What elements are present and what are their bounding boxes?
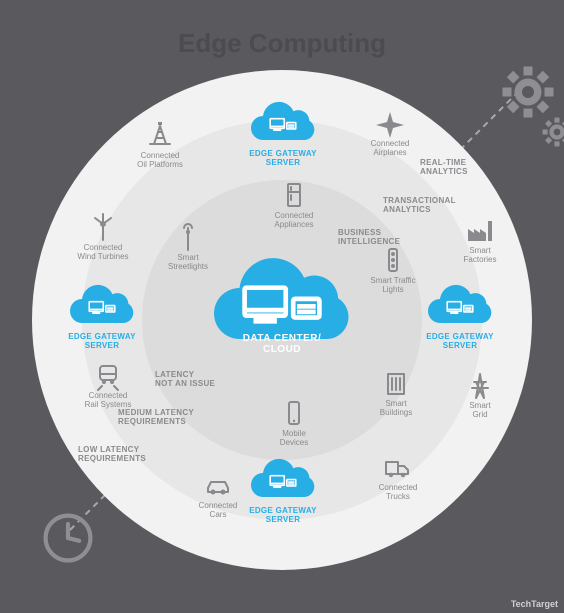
device-factories: Smart Factories	[452, 215, 508, 265]
device-label: Connected Rail Systems	[80, 392, 136, 410]
device-streetlights: Smart Streetlights	[160, 222, 216, 272]
rig-icon	[132, 120, 188, 152]
factory-icon	[452, 215, 508, 247]
device-oil-platform: Connected Oil Platforms	[132, 120, 188, 170]
pylon-icon	[452, 370, 508, 402]
wind-icon	[75, 212, 131, 244]
annotation-latency-low: LOW LATENCY REQUIREMENTS	[78, 445, 146, 463]
truck-icon	[370, 452, 426, 484]
device-wind: Connected Wind Turbines	[75, 212, 131, 262]
device-label: Smart Factories	[452, 247, 508, 265]
gear-icon	[498, 62, 558, 122]
rail-icon	[80, 360, 136, 392]
device-label: Smart Buildings	[368, 400, 424, 418]
device-trucks: Connected Trucks	[370, 452, 426, 502]
edge-gateway: EDGE GATEWAY SERVER	[62, 278, 142, 350]
device-label: Connected Appliances	[266, 212, 322, 230]
edge-gateway-label: EDGE GATEWAY SERVER	[243, 506, 323, 524]
device-buildings: Smart Buildings	[368, 368, 424, 418]
device-airplane: Connected Airplanes	[362, 108, 418, 158]
clock-icon	[40, 510, 96, 566]
device-label: Connected Wind Turbines	[75, 244, 131, 262]
lamp-icon	[160, 222, 216, 254]
device-cars: Connected Cars	[190, 470, 246, 520]
device-label: Mobile Devices	[266, 430, 322, 448]
center-label: DATA CENTER/ CLOUD	[197, 333, 367, 355]
device-mobile: Mobile Devices	[266, 398, 322, 448]
building-icon	[368, 368, 424, 400]
brand-label: TechTarget	[511, 599, 558, 609]
device-label: Connected Oil Platforms	[132, 152, 188, 170]
device-label: Connected Airplanes	[362, 140, 418, 158]
annotation-transactional: TRANSACTIONAL ANALYTICS	[383, 196, 456, 214]
annotation-latency-med: MEDIUM LATENCY REQUIREMENTS	[118, 408, 194, 426]
device-label: Connected Trucks	[370, 484, 426, 502]
fridge-icon	[266, 180, 322, 212]
edge-gateway-label: EDGE GATEWAY SERVER	[243, 149, 323, 167]
device-appliances: Connected Appliances	[266, 180, 322, 230]
annotation-bi: BUSINESS INTELLIGENCE	[338, 228, 400, 246]
traffic-icon	[365, 245, 421, 277]
annotation-realtime: REAL-TIME ANALYTICS	[420, 158, 468, 176]
edge-gateway: EDGE GATEWAY SERVER	[243, 95, 323, 167]
device-label: Smart Streetlights	[160, 254, 216, 272]
gear-icon	[540, 115, 564, 149]
car-icon	[190, 470, 246, 502]
edge-gateway-label: EDGE GATEWAY SERVER	[62, 332, 142, 350]
edge-gateway: EDGE GATEWAY SERVER	[243, 452, 323, 524]
plane-icon	[362, 108, 418, 140]
edge-gateway: EDGE GATEWAY SERVER	[420, 278, 500, 350]
device-grid: Smart Grid	[452, 370, 508, 420]
annotation-latency-na: LATENCY NOT AN ISSUE	[155, 370, 215, 388]
device-label: Connected Cars	[190, 502, 246, 520]
device-rail: Connected Rail Systems	[80, 360, 136, 410]
device-label: Smart Grid	[452, 402, 508, 420]
device-label: Smart Traffic Lights	[365, 277, 421, 295]
page: Edge Computing DATA CENTER/ CLOUD	[0, 0, 564, 613]
edge-gateway-label: EDGE GATEWAY SERVER	[420, 332, 500, 350]
device-traffic: Smart Traffic Lights	[365, 245, 421, 295]
data-center-cloud: DATA CENTER/ CLOUD	[197, 245, 367, 365]
phone-icon	[266, 398, 322, 430]
